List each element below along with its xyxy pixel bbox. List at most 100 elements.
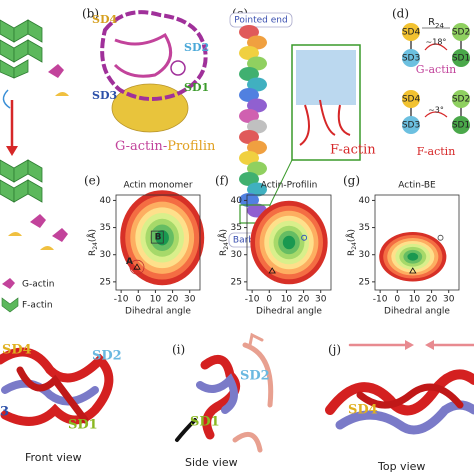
subunit	[247, 98, 267, 113]
domain-label: SD1	[68, 418, 98, 433]
y-tick-label: 25	[359, 277, 370, 287]
contour	[407, 252, 419, 261]
caption-text: Profilin	[167, 139, 216, 154]
x-tick-label: -10	[245, 295, 260, 305]
y-label-sub: 24	[223, 242, 230, 250]
x-tick-label: 10	[281, 295, 293, 305]
subunit	[239, 151, 259, 165]
plot-frame	[374, 194, 460, 291]
y-axis-label: R24(Å)	[86, 229, 100, 256]
y-label-main: R	[219, 250, 229, 256]
domain-label: SD3	[92, 89, 117, 102]
y-tick-label: 35	[359, 223, 370, 233]
y-tick-label: 40	[100, 196, 112, 206]
angle-label: ~3°	[428, 106, 444, 115]
y-label-unit: (Å)	[86, 229, 98, 242]
panel-c: (c) Pointed end F-actin Barbed end	[228, 7, 376, 248]
x-tick-label: -10	[373, 295, 388, 305]
y-axis-label: R24(Å)	[217, 229, 231, 256]
x-tick-label: 30	[184, 295, 196, 305]
plot-title: Actin-Profilin	[261, 181, 318, 191]
x-tick-label: 30	[443, 295, 455, 305]
state-label: G-actin	[416, 63, 456, 76]
marker	[129, 259, 145, 275]
x-tick-label: 20	[167, 295, 179, 305]
subunit	[247, 161, 267, 176]
x-tick-label: 0	[135, 295, 141, 305]
x-tick-label: 20	[298, 295, 310, 305]
x-axis-label: Dihedral angle	[256, 307, 322, 317]
panel-label: (i)	[172, 343, 185, 357]
subunit	[247, 140, 267, 155]
contour	[155, 230, 169, 246]
subunit	[239, 109, 259, 123]
subunit	[239, 130, 259, 144]
x-tick-label: 20	[426, 295, 438, 305]
plot-title: Actin-BE	[398, 181, 436, 191]
panel-label: (f)	[215, 174, 229, 188]
panel-label: (d)	[392, 7, 409, 21]
x-tick-label: 0	[394, 295, 400, 305]
y-label-unit: (Å)	[345, 229, 357, 242]
plot-frame	[246, 194, 332, 291]
subunit	[247, 119, 267, 134]
subunit	[239, 25, 259, 39]
panel-j: (j) SD4 Top view	[325, 340, 474, 473]
marker	[301, 234, 308, 241]
subunit	[247, 56, 267, 71]
domain-label: SD1	[190, 415, 220, 430]
y-tick-label: 35	[100, 223, 111, 233]
subunit	[239, 88, 259, 102]
domain-label: SD4	[2, 343, 32, 358]
x-tick-label: 30	[315, 295, 327, 305]
y-tick-label: 40	[231, 196, 243, 206]
legend-label: F-actin	[22, 301, 53, 311]
domain-label: SD2	[92, 349, 122, 364]
node-label: SD4	[402, 95, 421, 105]
y-tick-label: 25	[100, 277, 111, 287]
view-label: Side view	[185, 456, 238, 469]
x-tick-label: 10	[409, 295, 421, 305]
domain-label: SD1	[184, 81, 209, 94]
marker	[150, 230, 164, 244]
subunit	[239, 67, 259, 81]
caption-text: G-actin	[115, 139, 163, 154]
subunit	[247, 35, 267, 50]
panel-label: (b)	[82, 7, 99, 21]
point-label: B	[155, 232, 162, 242]
plots: (e) Actin monomer 25 30 35 40 -10 0 10 20 30 Dihedr…	[84, 174, 460, 317]
view-label: Front view	[25, 451, 82, 464]
y-label-unit: (Å)	[217, 229, 229, 242]
node-label: SD3	[402, 121, 420, 131]
y-tick-label: 40	[359, 196, 371, 206]
domain-label: SD4	[92, 13, 117, 26]
x-axis-label: Dihedral angle	[384, 307, 450, 317]
domain-label: 3	[0, 405, 9, 420]
x-axis-label: Dihedral angle	[125, 307, 191, 317]
y-label-main: R	[88, 250, 98, 256]
node-label: SD1	[452, 121, 470, 131]
distance-sub: 24	[435, 22, 444, 30]
svg-text:G-actin-Profilin: G-actin-Profilin	[115, 139, 216, 154]
panel-d: (d) R24 SD4 SD2 SD3 SD1 SD4 SD2 SD3 SD1 …	[392, 7, 470, 159]
node-label: SD3	[402, 54, 420, 64]
panel-b: (b) SD4 SD2 SD3 SD1 G-actin-Profilin	[82, 7, 216, 154]
domain-label: SD4	[348, 403, 378, 418]
x-tick-label: -10	[114, 295, 129, 305]
node-label: SD4	[402, 28, 421, 38]
marker	[133, 263, 141, 270]
panel-label: (e)	[84, 174, 100, 188]
contour	[282, 235, 296, 250]
angle-label: ~18°	[426, 38, 447, 47]
marker	[409, 267, 417, 274]
subunit	[247, 77, 267, 92]
plot-frame	[115, 194, 201, 291]
domain-label: SD2	[240, 369, 270, 384]
y-label-sub: 24	[351, 242, 358, 250]
y-tick-label: 30	[100, 250, 112, 260]
marker	[437, 234, 444, 241]
node-label: SD2	[452, 28, 470, 38]
marker	[268, 267, 276, 274]
node-label: SD1	[452, 54, 470, 64]
